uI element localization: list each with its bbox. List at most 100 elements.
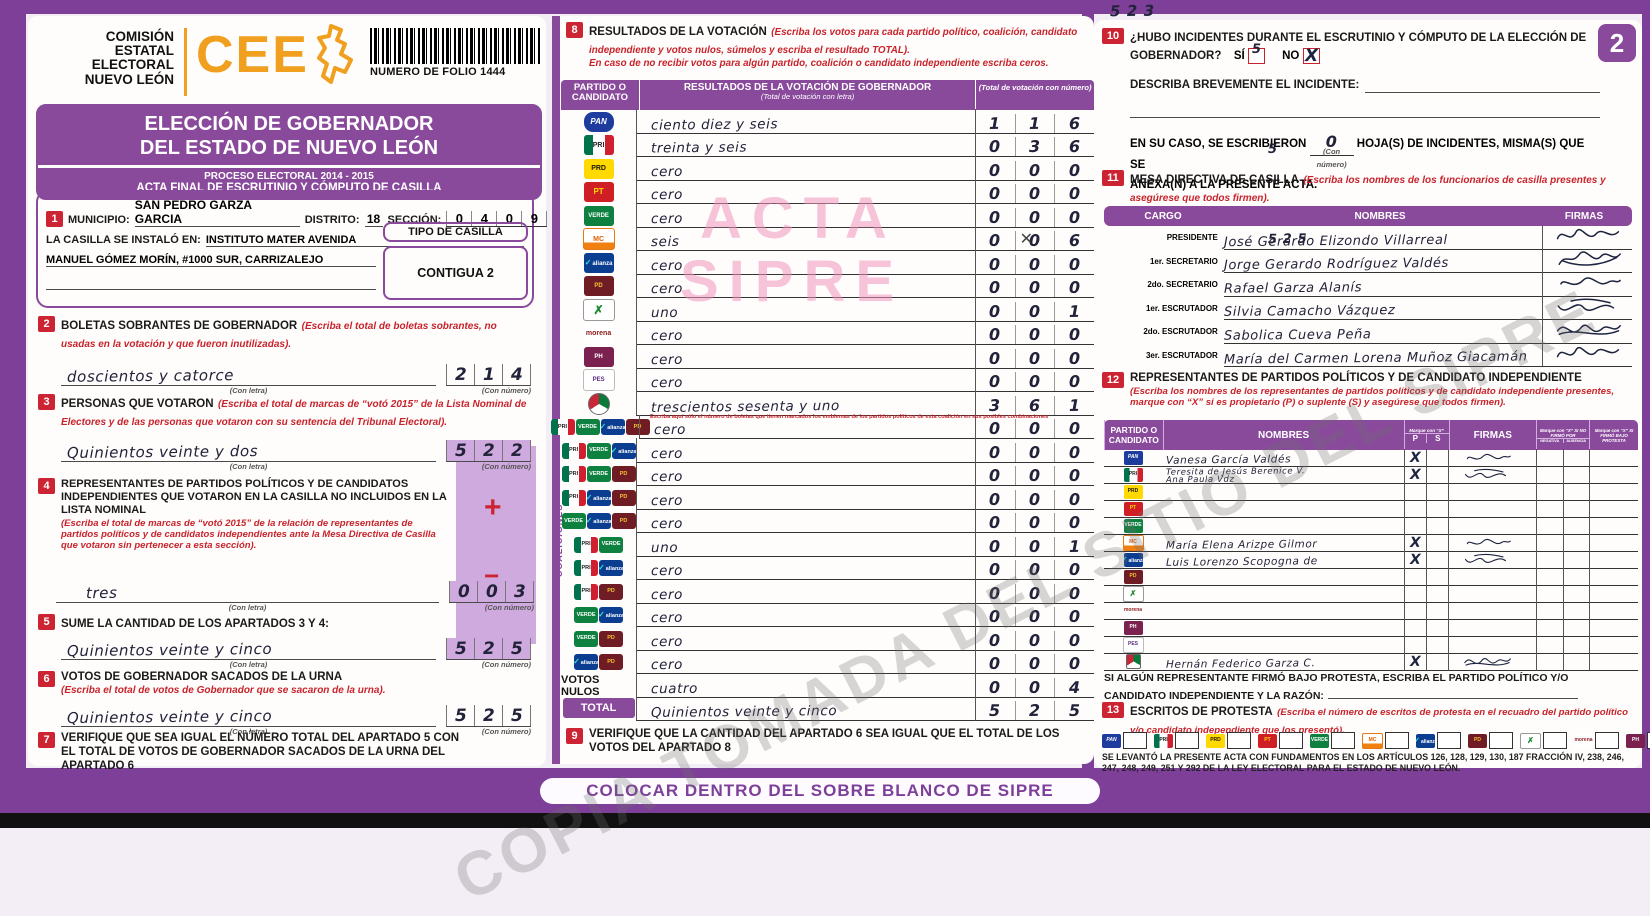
firma-cell xyxy=(1542,272,1632,297)
section9: 9 VERIFIQUE QUE LA CANTIDAD DEL APARTADO… xyxy=(566,728,1086,756)
alianza-rep-row: alianza Luis Lorenzo Scopogna deX xyxy=(1104,551,1639,569)
verde-party-logo: VERDE xyxy=(599,536,624,553)
result-digit: 0 xyxy=(1014,325,1055,344)
suplente-mark xyxy=(1426,449,1449,467)
pri-party-logo: PRI xyxy=(574,536,599,553)
pt-rep-row: PT xyxy=(1104,500,1639,518)
result-letra: cero xyxy=(651,656,684,674)
cargo-label: 1er. ESCRUTADOR xyxy=(1145,303,1218,313)
result-digit: 5 xyxy=(1054,701,1094,720)
result-digit: 0 xyxy=(1054,207,1094,227)
section2-letra: doscientos y catorce xyxy=(66,366,235,386)
ausencia-cell xyxy=(1562,483,1589,501)
representatives-table: PARTIDO O CANDIDATO NOMBRES Marque con “… xyxy=(1104,420,1639,671)
result-party-cell: PRIVERDEalianza xyxy=(561,439,636,463)
mc-party-logo: MC xyxy=(582,228,615,251)
rep-party-cell: VERDE xyxy=(1104,517,1163,535)
seccion-digit: 0 xyxy=(496,211,521,226)
suma-digit: 5 xyxy=(446,638,474,659)
rep-nombre xyxy=(1162,500,1404,518)
representantes-votaron-digit: 0 xyxy=(449,581,477,602)
casilla-line3 xyxy=(46,273,376,291)
pan-party-logo: PAN xyxy=(1123,450,1143,465)
rep-firma-cell xyxy=(1448,636,1537,654)
rep-party-cell: PRI xyxy=(1104,466,1163,484)
propietario-mark xyxy=(1403,585,1427,603)
negativa-cell xyxy=(1536,534,1563,552)
result-letra-cell: uno xyxy=(636,297,975,322)
total-label: TOTAL xyxy=(562,697,635,718)
rep-nombre: María Elena Arizpe Gilmor xyxy=(1162,534,1404,552)
firma-cell xyxy=(1542,342,1632,367)
mesa-row: PRESIDENTE José Gerardo Elizondo Villarre… xyxy=(1104,225,1632,250)
result-party-cell: PES xyxy=(561,369,636,393)
protesta-cell xyxy=(1588,551,1639,569)
result-letra-cell: uno xyxy=(636,532,975,557)
coalition-row-9: VERDEalianzacero000 xyxy=(561,602,1094,627)
firma-cell xyxy=(1542,319,1632,344)
verde-party-logo: VERDE xyxy=(1123,518,1143,533)
cruzada-result-row: ✗ uno 0 0 1 xyxy=(561,297,1094,322)
humanista-protest-item: PH xyxy=(1626,732,1650,749)
protesta-cell xyxy=(1588,500,1639,518)
col-ausencia: AUSENCIA xyxy=(1562,438,1590,443)
result-letra: cero xyxy=(651,186,684,204)
rep-party-cell: PH xyxy=(1104,619,1163,637)
col-firmas: FIRMAS xyxy=(1564,210,1604,222)
pd-party-logo: PD xyxy=(625,419,650,436)
pd-party-logo: PD xyxy=(599,583,624,600)
section6-letra: Quinientos veinte y cinco xyxy=(66,706,273,727)
pan-result-row: PAN ciento diez y seis 1 1 6 xyxy=(561,109,1094,134)
pen-scribble: 5 2 5 xyxy=(1267,231,1308,248)
seccion-digit: 4 xyxy=(471,211,496,226)
morena-party-logo: morena xyxy=(1123,603,1143,618)
protesta-cell xyxy=(1588,585,1639,603)
results-table: PARTIDO O CANDIDATO RESULTADOS DE LA VOT… xyxy=(550,80,1094,721)
protesta-cell xyxy=(1588,466,1639,484)
pd-party-logo: PD xyxy=(1468,733,1487,748)
signature xyxy=(1557,229,1620,240)
personas-votaron-digit: 2 xyxy=(502,440,531,461)
result-party-cell: PRI xyxy=(561,134,636,158)
alianza-party-logo: alianza xyxy=(599,607,624,624)
section13-title: ESCRITOS DE PROTESTA xyxy=(1130,706,1273,718)
result-digit: 0 xyxy=(1054,630,1094,650)
cee-logo: CEE xyxy=(196,24,355,86)
result-digit: 0 xyxy=(1014,583,1055,603)
ausencia-cell xyxy=(1562,585,1589,603)
cargo-label: 2do. ESCRUTADOR xyxy=(1143,327,1218,337)
negativa-cell xyxy=(1536,483,1563,501)
propietario-mark xyxy=(1403,568,1427,586)
result-letra: cero xyxy=(651,374,684,392)
section10-badge: 10 xyxy=(1102,28,1124,44)
section5: 5 SUME LA CANTIDAD DE LOS APARTADOS 3 Y … xyxy=(38,614,534,669)
verde-protest-count-box xyxy=(1331,732,1355,749)
result-digit: 0 xyxy=(1054,254,1094,274)
total-row: TOTAL Quinientos veinte y cinco 5 2 5 xyxy=(561,696,1094,721)
morena-party-logo: morena xyxy=(583,323,614,344)
result-letra: treinta y seis xyxy=(651,139,748,157)
result-digit: 0 xyxy=(1014,254,1055,274)
independiente-party-logo xyxy=(587,392,610,415)
section5-letra: Quinientos veinte y cinco xyxy=(66,639,273,661)
propietario-mark: X xyxy=(1403,653,1427,671)
pt-protest-count-box xyxy=(1279,732,1303,749)
ausencia-cell xyxy=(1562,466,1589,484)
section4-badge: 4 xyxy=(38,478,55,494)
election-title-line2: DEL ESTADO DE NUEVO LEÓN xyxy=(139,137,439,159)
result-letra-cell: cero xyxy=(636,508,975,533)
pt-result-row: PT cero 0 0 0 xyxy=(561,179,1094,204)
firma-cell xyxy=(1542,295,1632,320)
section2-badge: 2 xyxy=(38,316,55,332)
rep-nombre xyxy=(1162,602,1404,620)
result-number-cell: 006 xyxy=(975,226,1094,251)
